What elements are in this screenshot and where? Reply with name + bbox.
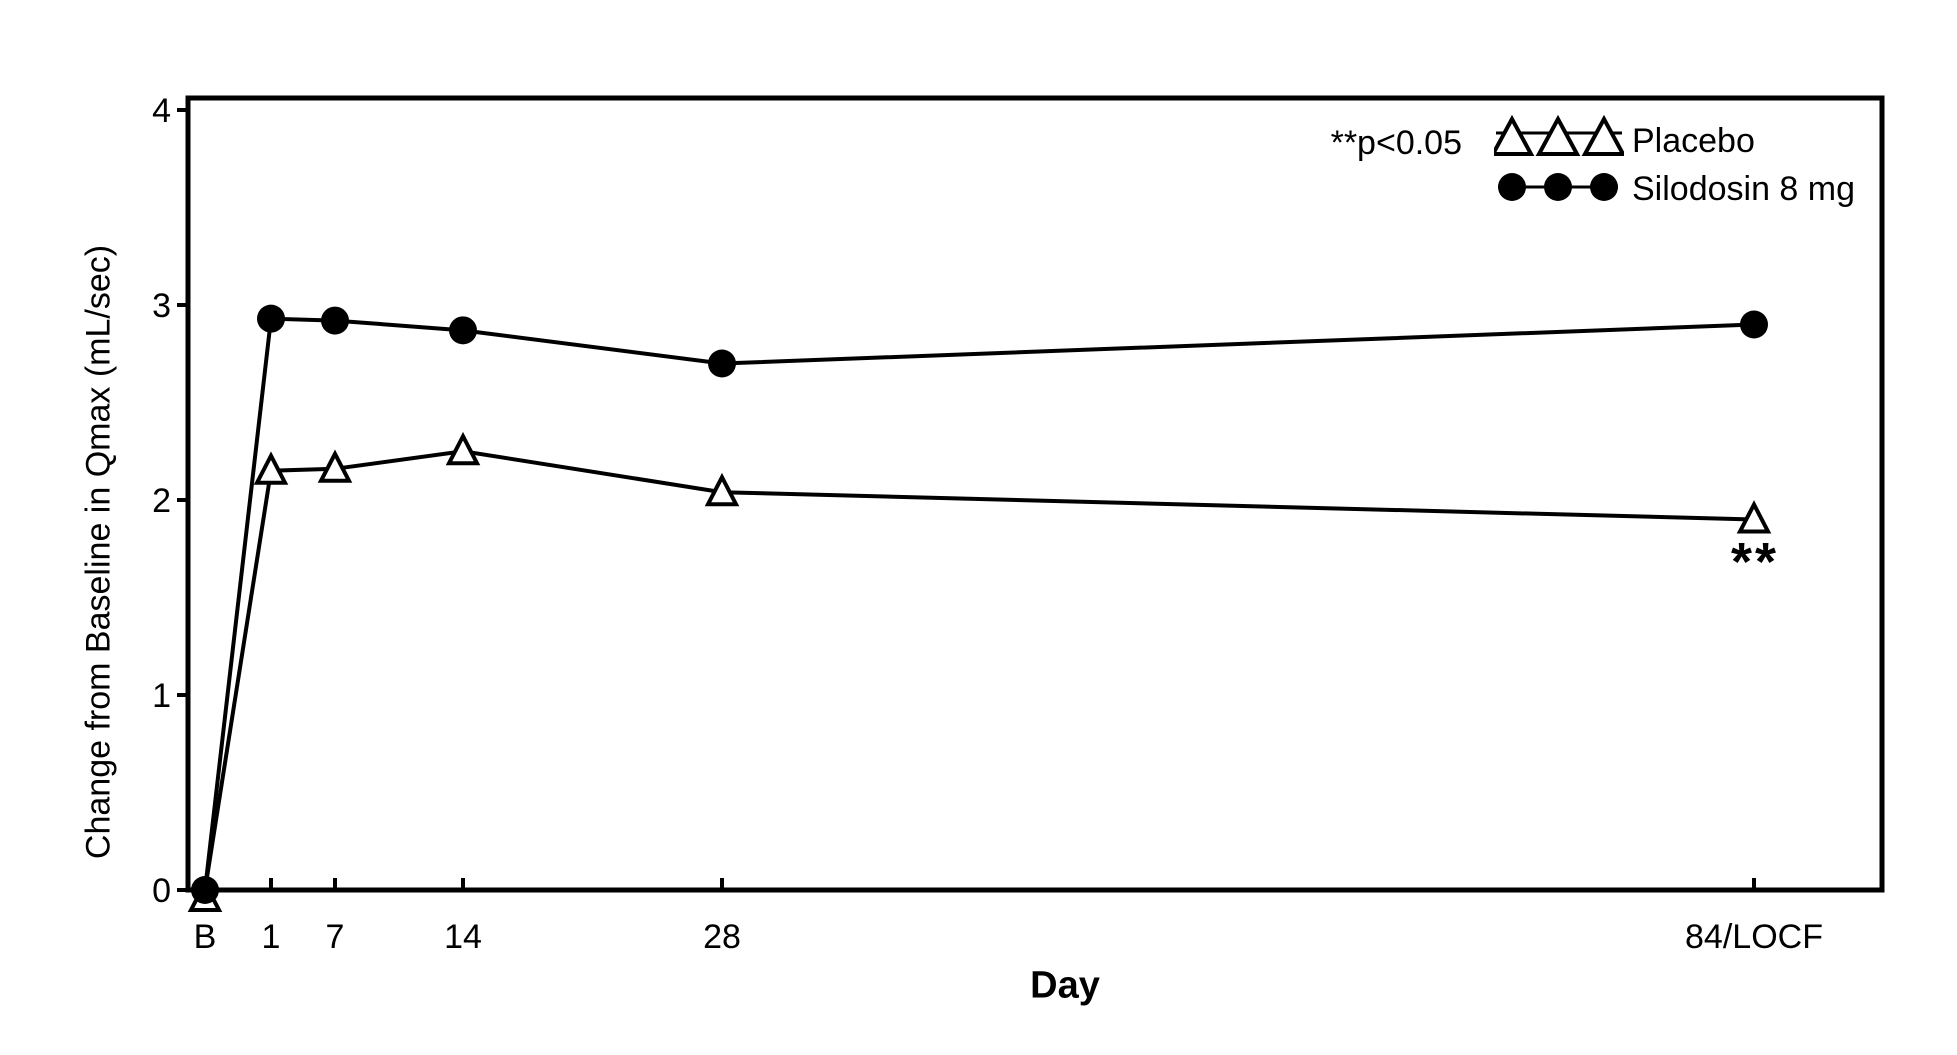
y-tick-label-2: 2 [152, 482, 171, 520]
marker-silodosin-8-mg-b [191, 876, 219, 904]
marker-placebo-84-locf [1736, 500, 1772, 534]
legend-row-silodosin: Silodosin 8 mg [1494, 161, 1855, 209]
x-tick-label-84-locf: 84/LOCF [1685, 918, 1823, 956]
y-tick-label-4: 4 [152, 92, 171, 130]
x-tick-label-1: 1 [262, 918, 281, 956]
marker-placebo-7 [317, 449, 353, 483]
series-line-placebo [203, 449, 1755, 891]
y-axis-title: Change from Baseline in Qmax (mL/sec) [79, 244, 118, 860]
x-axis-title: Day [1030, 964, 1100, 1007]
marker-placebo-14 [445, 431, 481, 466]
y-tick-label-1: 1 [152, 677, 171, 715]
significance-annotation: ** [1730, 532, 1780, 592]
legend-row-placebo: Placebo [1494, 113, 1855, 161]
legend-label-silodosin: Silodosin 8 mg [1632, 169, 1856, 208]
marker-silodosin-8-mg-7 [321, 306, 349, 335]
marker-placebo-28 [704, 472, 740, 507]
open-triangle-series-icon [1494, 115, 1624, 156]
series-line-silodosin-8-mg [203, 316, 1755, 891]
x-tick-label-28: 28 [703, 918, 741, 956]
significance-note: **p<0.05 [1330, 124, 1462, 162]
marker-silodosin-8-mg-28 [708, 349, 736, 378]
y-tick-label-0: 0 [152, 872, 171, 910]
marker-silodosin-8-mg-1 [257, 304, 285, 333]
plot-border [185, 95, 1885, 893]
filled-circle-series-icon [1498, 173, 1618, 201]
x-tick-label-14: 14 [444, 918, 482, 956]
legend: Placebo Silodosin 8 mg [1494, 113, 1855, 209]
y-tick-label-3: 3 [152, 287, 171, 325]
x-tick-label-b: B [194, 918, 217, 956]
marker-silodosin-8-mg-14 [449, 316, 477, 345]
legend-label-placebo: Placebo [1632, 121, 1755, 160]
marker-placebo-1 [253, 451, 289, 485]
x-tick-label-7: 7 [326, 918, 345, 956]
marker-silodosin-8-mg-84-locf [1740, 310, 1768, 339]
